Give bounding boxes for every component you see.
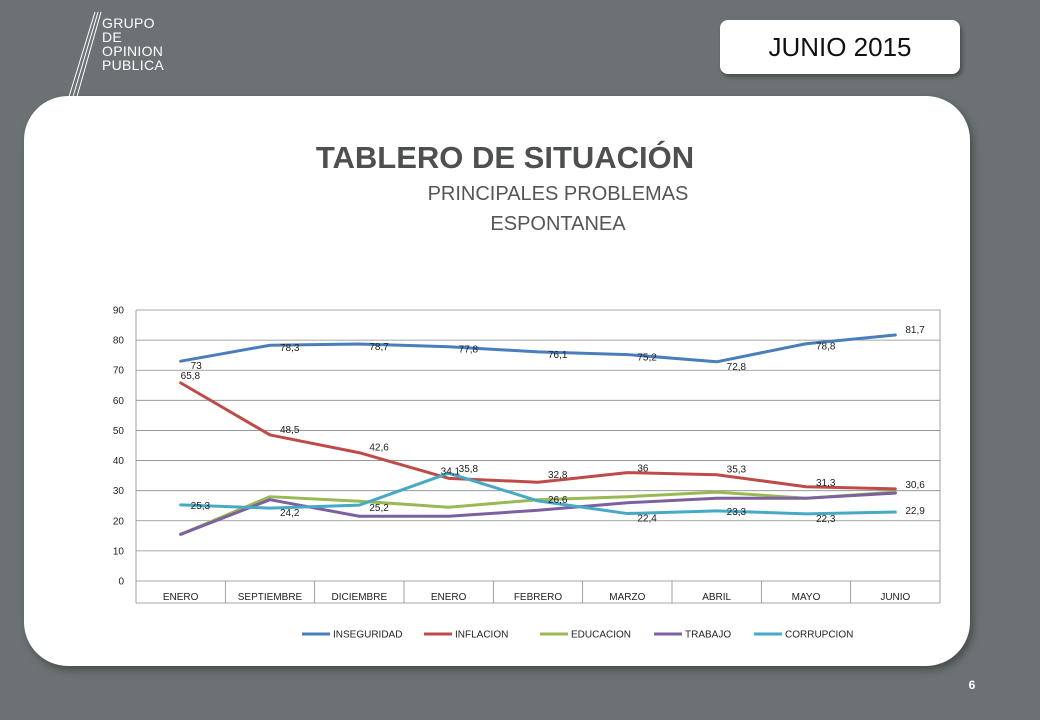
data-label: 31,3 [816, 478, 836, 489]
y-tick-label: 50 [113, 426, 125, 437]
y-tick-label: 20 [113, 516, 125, 527]
data-label: 34,1 [441, 466, 461, 477]
y-tick-label: 90 [113, 306, 125, 317]
data-label: 73 [191, 361, 203, 372]
data-label: 78,8 [816, 342, 836, 353]
data-label: 26,6 [548, 495, 568, 506]
x-tick-label: MARZO [609, 592, 645, 603]
data-label: 32,8 [548, 470, 568, 481]
data-label: 24,2 [280, 508, 300, 519]
legend-label: INSEGURIDAD [333, 630, 402, 641]
logo-text: GRUPO DE OPINION PUBLICA [102, 16, 164, 72]
x-tick-label: ABRIL [702, 592, 731, 603]
data-label: 77,8 [459, 345, 479, 356]
x-tick-label: MAYO [792, 592, 821, 603]
data-label: 23,3 [727, 507, 747, 518]
data-label: 65,8 [181, 371, 201, 382]
page-title: TABLERO DE SITUACIÓN [315, 140, 695, 175]
x-tick-label: DICIEMBRE [332, 592, 388, 603]
data-label: 25,2 [369, 503, 389, 514]
date-badge: JUNIO 2015 [720, 20, 960, 74]
logo-line-4: PUBLICA [102, 57, 165, 73]
data-label: 25,3 [191, 501, 211, 512]
series-line-trabajo [179, 491, 897, 536]
page-number: 6 [968, 678, 976, 692]
logo-stripes-icon [67, 11, 102, 101]
y-tick-label: 10 [113, 546, 125, 557]
chart-axes: 0 10 20 30 40 50 60 70 80 90 ENERO SEPTIEMBRE DICIEM… [113, 306, 941, 604]
chart-data-labels: 73 78,3 78,7 77,8 76,1 75,2 72,8 78,8 81,7 65,8 48… [181, 325, 926, 525]
data-label: 48,5 [280, 425, 300, 436]
x-tick-label: FEBRERO [514, 592, 563, 603]
chart-subtitle: PRINCIPALES PROBLEMAS [427, 183, 689, 205]
x-tick-label: ENERO [431, 592, 467, 603]
y-tick-label: 40 [113, 456, 125, 467]
chart-legend: INSEGURIDAD INFLACION EDUCACION TRABAJO CORR… [302, 630, 853, 641]
x-tick-label: SEPTIEMBRE [238, 592, 303, 603]
y-tick-label: 70 [113, 366, 125, 377]
data-label: 78,7 [369, 342, 389, 353]
data-label: 35,3 [727, 465, 747, 476]
series-line-inflacion [179, 381, 897, 491]
data-label: 30,6 [905, 480, 925, 491]
series-line-inseguridad [179, 333, 897, 364]
legend-label: INFLACION [455, 630, 508, 641]
legend-label: TRABAJO [685, 630, 731, 641]
data-label: 22,3 [816, 514, 836, 525]
y-tick-label: 60 [113, 396, 125, 407]
data-label: 78,3 [280, 343, 300, 354]
chart-series [179, 333, 897, 536]
y-tick-label: 80 [113, 336, 125, 347]
x-tick-label: JUNIO [880, 592, 910, 603]
data-label: 81,7 [905, 325, 925, 336]
logo-line-3: OPINION [102, 43, 164, 59]
logo-line-2: DE [102, 29, 123, 45]
data-label: 36 [637, 464, 649, 475]
data-label: 76,1 [548, 350, 568, 361]
data-label: 22,9 [905, 506, 925, 517]
data-label: 35,8 [459, 464, 479, 475]
y-tick-label: 30 [113, 486, 125, 497]
series-line-corrupcion [179, 471, 897, 516]
x-tick-label: ENERO [163, 592, 199, 603]
y-tick-label: 0 [118, 577, 124, 588]
chart-subtitle-2: ESPONTANEA [490, 213, 626, 235]
data-label: 75,2 [637, 353, 657, 364]
legend-label: CORRUPCION [785, 630, 853, 641]
content-card [24, 96, 970, 666]
data-label: 42,6 [369, 443, 389, 454]
logo-line-1: GRUPO [102, 15, 155, 31]
chart-grid [136, 309, 940, 582]
data-label: 72,8 [727, 362, 747, 373]
group-logo: GRUPO DE OPINION PUBLICA [62, 10, 192, 101]
data-label: 22,4 [637, 514, 657, 525]
legend-label: EDUCACION [571, 630, 631, 641]
